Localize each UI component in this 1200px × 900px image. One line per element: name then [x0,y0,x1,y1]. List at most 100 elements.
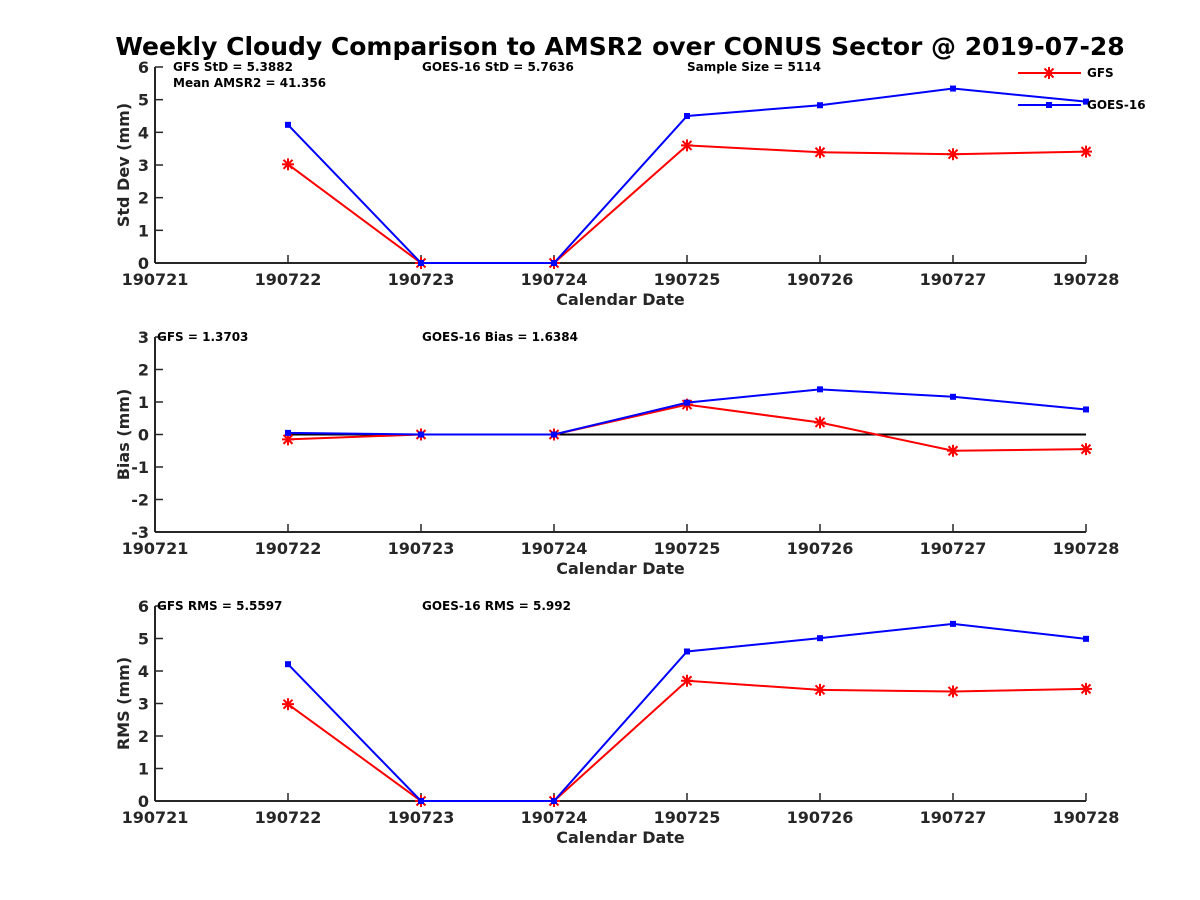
stat-annotation: Sample Size = 5114 [687,60,821,74]
subplot-1: 0 1 2 3 4 5 6 190721 190722 190723 190724 190725 190… [114,58,1119,309]
x-tick-label: 190724 [521,808,588,827]
y-tick-label: 2 [138,727,149,746]
data-point-asterisk [814,416,826,429]
y-tick-label: 0 [138,792,149,811]
x-tick-label: 190725 [654,808,721,827]
stat-annotation: GFS StD = 5.3882 [173,60,293,74]
y-tick-label: 5 [138,91,149,110]
y-tick-label: 3 [138,156,149,175]
x-tick-label: 190728 [1053,808,1120,827]
data-point-asterisk [814,683,826,696]
y-tick-label: -3 [131,523,149,542]
legend-item-gfs: GFS [1018,66,1114,80]
x-tick-label: 190724 [521,539,588,558]
x-tick-label: 190722 [255,539,322,558]
y-tick-label: 1 [138,760,149,779]
data-point-square [551,431,557,438]
x-tick-label: 190728 [1053,270,1120,289]
x-tick-label: 190721 [122,808,189,827]
data-point-square [950,85,956,92]
x-tick-label: 190725 [654,270,721,289]
series-goes-16 [285,386,1089,438]
series-gfs [282,398,1092,457]
data-point-asterisk [681,139,693,152]
series-line [287,144,1087,264]
y-tick-label: 1 [138,221,149,240]
y-axis-label: Bias (mm) [114,389,133,481]
stat-annotation: Mean AMSR2 = 41.356 [173,76,326,90]
legend-item-goes-16: GOES-16 [1018,98,1146,112]
data-point-asterisk [1080,443,1092,456]
data-point-square [551,260,557,266]
data-point-square [684,399,690,406]
data-point-square [950,393,956,400]
data-point-asterisk [1080,145,1092,158]
x-tick-label: 190722 [255,270,322,289]
data-point-square [950,620,956,627]
data-point-asterisk [947,685,959,698]
legend-marker-square [1046,102,1052,108]
y-tick-label: 1 [138,393,149,412]
x-tick-label: 190725 [654,539,721,558]
data-point-square [817,102,823,109]
y-tick-label: 2 [138,189,149,208]
y-tick-label: 4 [138,123,149,142]
data-point-square [817,635,823,642]
y-tick-label: 0 [138,426,149,445]
data-point-square [684,648,690,655]
x-axis-label: Calendar Date [556,559,685,578]
x-tick-label: 190726 [787,270,854,289]
subplot-2: -3 -2 -1 0 1 2 3 190721 190722 190723 190724 190725… [114,328,1119,578]
data-point-square [285,429,291,436]
data-point-square [817,386,823,393]
data-point-square [1083,98,1089,105]
data-point-asterisk [947,444,959,457]
series-goes-16 [285,85,1089,266]
data-point-square [1083,406,1089,413]
series-goes-16 [285,620,1089,804]
data-point-square [418,431,424,438]
x-tick-label: 190721 [122,270,189,289]
y-tick-label: 6 [138,58,149,77]
series-line [287,388,1087,436]
y-axis-label: RMS (mm) [114,657,133,750]
data-point-square [418,798,424,804]
x-tick-label: 190727 [920,539,987,558]
y-tick-label: -1 [131,458,149,477]
stat-annotation: GOES-16 Bias = 1.6384 [422,330,578,344]
x-tick-label: 190724 [521,270,588,289]
chart-title: Weekly Cloudy Comparison to AMSR2 over C… [115,32,1124,61]
data-point-asterisk [947,148,959,161]
y-tick-label: -2 [131,491,149,510]
stat-annotation: GFS RMS = 5.5597 [157,599,282,613]
data-point-square [684,113,690,119]
y-tick-label: 3 [138,328,149,347]
legend-label: GOES-16 [1087,98,1146,112]
data-point-square [1083,635,1089,642]
x-tick-label: 190727 [920,270,987,289]
x-tick-label: 190723 [388,808,455,827]
data-point-square [418,260,424,266]
x-tick-label: 190723 [388,539,455,558]
data-point-square [551,798,557,804]
y-tick-label: 5 [138,630,149,649]
series-line [287,679,1087,802]
y-tick-label: 4 [138,662,149,681]
stat-annotation: GOES-16 StD = 5.7636 [422,60,574,74]
stat-annotation: GFS = 1.3703 [157,330,248,344]
y-tick-label: 6 [138,597,149,616]
data-point-asterisk [814,146,826,159]
data-point-asterisk [282,698,294,711]
x-tick-label: 190721 [122,539,189,558]
legend-label: GFS [1087,66,1114,80]
x-tick-label: 190722 [255,808,322,827]
data-point-asterisk [282,158,294,171]
series-gfs [282,674,1092,807]
series-gfs [282,139,1092,269]
legend: GFS GOES-16 [1018,66,1146,112]
x-tick-label: 190728 [1053,539,1120,558]
y-tick-label: 2 [138,361,149,380]
data-point-square [285,661,291,668]
x-tick-label: 190723 [388,270,455,289]
